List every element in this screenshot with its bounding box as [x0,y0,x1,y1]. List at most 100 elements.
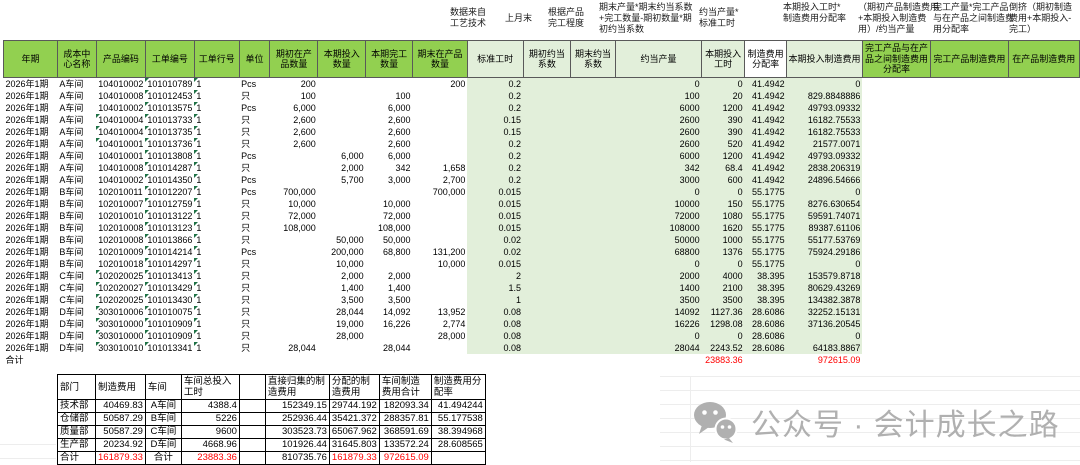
cell[interactable] [1008,150,1079,162]
column-header[interactable]: 成本中心名称 [56,40,97,78]
cell[interactable]: 200 [300,79,316,89]
cell[interactable] [270,270,318,282]
cell[interactable] [931,330,1008,342]
cell[interactable] [270,234,318,246]
cell[interactable] [523,222,571,234]
cell[interactable]: 35421.372 [328,412,380,426]
cell[interactable]: C车间 [59,283,84,293]
cell[interactable]: 2600 [615,138,702,150]
cell[interactable] [862,258,930,270]
cell[interactable] [366,330,413,342]
cell[interactable]: 0 [701,77,745,90]
cell[interactable]: 只 [241,331,251,341]
cell[interactable] [467,354,523,366]
cell[interactable]: 55.1775 [744,222,787,234]
cell[interactable] [571,354,616,366]
cell[interactable] [270,330,318,342]
cell[interactable]: 16182.75533 [786,126,863,138]
cell[interactable]: D车间 [59,319,84,329]
cell[interactable]: 104010008 [98,91,144,101]
cell[interactable]: 41.4942 [744,77,787,90]
cell[interactable] [931,354,1008,366]
cell[interactable] [523,186,571,198]
cell[interactable]: 2026年1期 [5,331,49,341]
cell[interactable] [413,282,468,294]
cell[interactable]: 55.1775 [744,186,787,198]
cell[interactable]: 390 [701,126,745,138]
cell[interactable] [570,186,616,198]
cell[interactable]: 101013736 [145,138,193,149]
cell[interactable]: 0.2 [467,102,524,114]
cell[interactable]: C车间 [59,271,84,281]
cell[interactable]: 1 [194,330,239,342]
cell[interactable]: 2026年1期 [5,319,49,329]
cell[interactable]: 41.494244 [430,399,486,413]
cell[interactable] [570,90,616,102]
cell[interactable]: 0 [786,77,863,90]
cell[interactable]: 0 [786,330,863,342]
cell[interactable]: 2600 [615,114,702,126]
cell[interactable]: 只 [241,115,251,125]
cell[interactable]: 29744.192 [328,399,380,413]
cell[interactable]: 700,000 [283,187,316,197]
cell[interactable]: 252936.44 [264,412,330,426]
cell[interactable]: 23883.36 [180,451,240,465]
cell[interactable]: 0.02 [467,234,524,246]
cell[interactable]: 28,044 [383,343,411,353]
cell[interactable]: 104010001 [96,138,144,149]
cell[interactable] [366,258,413,270]
cell[interactable] [413,150,468,162]
cell[interactable] [862,318,930,330]
cell[interactable]: Pcs [241,247,257,257]
summary-column-header[interactable]: 制造费用分配率 [430,374,486,400]
cell[interactable]: 1298.08 [701,318,745,330]
cell[interactable] [413,210,468,222]
cell[interactable]: 102020027 [96,282,144,293]
column-header[interactable]: 年期 [3,40,58,78]
cell[interactable] [238,438,266,452]
cell[interactable]: 108,000 [378,223,411,233]
cell[interactable] [523,198,571,210]
cell[interactable]: 101010909 [145,330,193,341]
cell[interactable] [413,270,468,282]
cell[interactable]: A车间 [59,175,84,185]
cell[interactable]: 2026年1期 [5,247,49,257]
cell[interactable] [1008,246,1079,258]
cell[interactable]: 6,000 [293,103,316,113]
cell[interactable] [570,282,616,294]
cell[interactable] [570,234,616,246]
cell[interactable] [270,354,318,366]
summary-column-header[interactable]: 分配的制造费用 [328,374,380,400]
cell[interactable] [57,354,96,366]
cell[interactable]: 100 [300,91,316,101]
cell[interactable] [238,425,266,439]
summary-column-header[interactable]: 部门 [57,374,96,400]
cell[interactable]: 6000 [615,102,702,114]
cell[interactable] [318,78,366,91]
cell[interactable] [862,210,930,222]
cell[interactable]: 3500 [701,294,745,306]
cell[interactable] [413,126,468,138]
cell[interactable]: 16,226 [383,319,411,329]
cell[interactable] [862,78,930,91]
cell[interactable]: 2,000 [388,271,411,281]
note-input-hours-formula[interactable]: 约当产量*标准工时 [699,7,739,28]
cell[interactable]: 1 [194,282,239,294]
cell[interactable]: 520 [701,138,745,150]
cell[interactable]: 41.4942 [744,138,787,150]
cell[interactable] [523,90,571,102]
cell[interactable]: 102010018 [98,259,144,269]
cell[interactable]: A车间 [59,79,84,89]
cell[interactable] [413,138,468,150]
cell[interactable] [862,234,930,246]
column-header[interactable]: 工单编号 [144,40,195,78]
total-label[interactable]: 合计 [5,355,24,365]
summary-column-header[interactable]: 车间总投入工时 [180,374,240,400]
column-header[interactable]: 约当产量 [614,40,703,78]
cell[interactable]: 101013341 [145,342,193,353]
cell[interactable] [570,150,616,162]
cell[interactable] [570,126,616,138]
cell[interactable] [931,102,1008,114]
cell[interactable]: 28.6086 [744,342,787,354]
cell[interactable]: 101010789 [145,77,193,89]
